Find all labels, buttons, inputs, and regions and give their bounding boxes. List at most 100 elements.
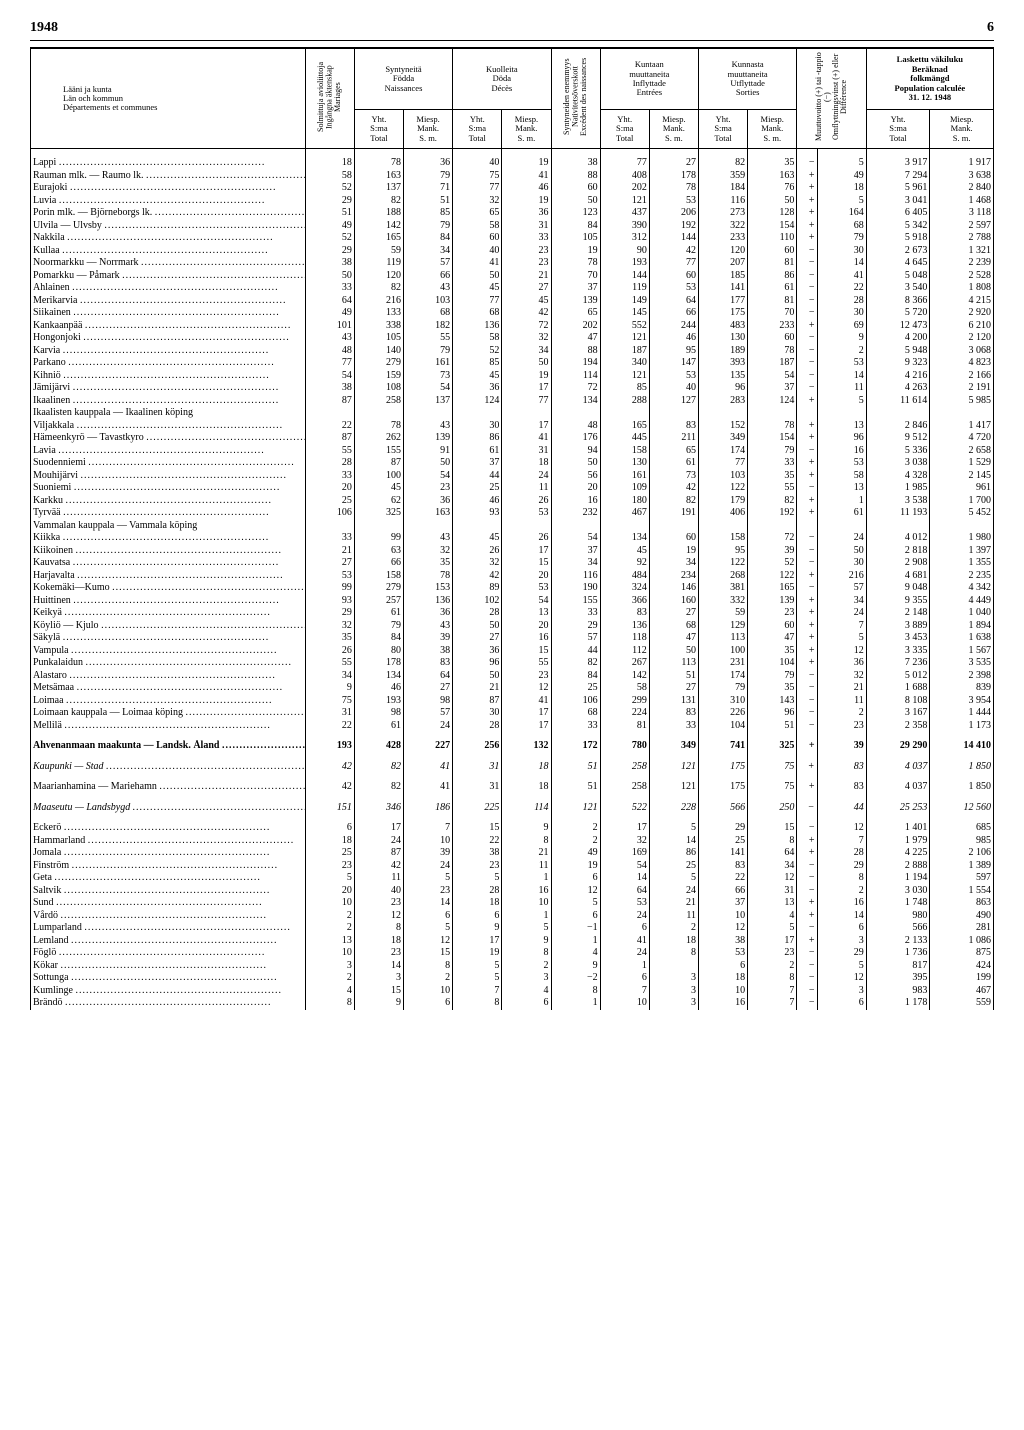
cell: 6 [305,822,354,835]
cell: 72 [502,320,551,333]
row-name: Pomarkku — Påmark [31,270,306,283]
cell: 4 645 [866,257,930,270]
cell: 23 [502,670,551,683]
cell: 127 [649,395,698,420]
col-deaths: Kuolleita Döda Décès [453,48,551,109]
cell: 4 200 [866,332,930,345]
row-name: Karvia [31,345,306,358]
table-row: Kumlinge 4151074873107−3983467 [31,985,994,998]
cell: 13 [817,482,866,495]
sub-miesp: Miesp. Mank. S. m. [502,109,551,149]
cell: 2 597 [930,220,994,233]
cell: 1 554 [930,885,994,898]
cell: + [797,657,817,670]
cell: 12 [502,682,551,695]
cell: 83 [698,860,747,873]
cell: 16 [698,997,747,1010]
cell: 11 614 [866,395,930,420]
table-row: Lappi 18783640193877278235−53 9171 917 [31,157,994,170]
row-name: Kokemäki—Kumo [31,582,306,595]
cell: 31 [453,761,502,774]
cell: 118 [600,632,649,645]
cell: 3 917 [866,157,930,170]
cell: 112 [600,645,649,658]
cell: 5 [453,872,502,885]
cell: 33 [305,282,354,295]
cell: 5 [453,960,502,973]
cell: 4 [748,910,797,923]
cell: 65 [551,307,600,320]
cell: 113 [649,657,698,670]
cell: 66 [698,885,747,898]
cell: 21 [453,682,502,695]
cell: 2 148 [866,607,930,620]
cell: 13 [305,935,354,948]
row-name: Karkku [31,495,306,508]
cell: 86 [453,432,502,445]
cell: − [797,670,817,683]
cell: 322 [698,220,747,233]
cell: 5 452 [930,507,994,532]
cell: 121 [600,195,649,208]
cell: 25 [649,860,698,873]
cell: 41 [404,761,453,774]
cell: − [797,345,817,358]
cell: 45 [600,545,649,558]
cell: 15 [453,822,502,835]
cell: 8 [817,872,866,885]
cell: 9 [354,997,403,1010]
row-name: Finström [31,860,306,873]
cell: 2 [817,707,866,720]
cell: 1 086 [930,935,994,948]
cell: 29 [817,947,866,960]
row-name: Harjavalta [31,570,306,583]
cell: 1 850 [930,781,994,794]
cell: 17 [502,720,551,733]
cell: 35 [748,682,797,695]
table-row: Eckerö 617715921752915−121 401685 [31,822,994,835]
row-name: Huittinen [31,595,306,608]
cell: 64 [649,295,698,308]
row-name: Metsämaa [31,682,306,695]
cell: 140 [354,345,403,358]
cell: 227 [404,740,453,753]
cell: 30 [817,557,866,570]
cell: 2 133 [866,935,930,948]
cell: 54 [600,860,649,873]
cell: 5 [404,872,453,885]
cell: 33 [649,720,698,733]
cell: 6 [698,960,747,973]
cell: 38 [551,157,600,170]
sub-miesp: Miesp. Mank. S. m. [930,109,994,149]
cell: 175 [698,781,747,794]
cell: 191 [649,507,698,532]
cell: 25 [551,682,600,695]
cell: 28 [453,885,502,898]
table-row: Parkano 772791618550194340147393187−539 … [31,357,994,370]
cell: + [797,897,817,910]
cell: 40 [649,382,698,395]
cell: 3 [354,972,403,985]
cell: 169 [600,847,649,860]
cell: 32 [502,332,551,345]
cell: 106 [551,695,600,708]
cell: 29 [551,620,600,633]
year: 1948 [30,20,58,36]
cell: 20 [502,620,551,633]
cell: 187 [600,345,649,358]
cell: 10 [305,947,354,960]
cell: 83 [404,657,453,670]
cell: 184 [698,182,747,195]
row-name: Luvia [31,195,306,208]
cell: 5 [748,922,797,935]
cell: 18 [354,935,403,948]
table-row: Kauvatsa 276635321534923412252−302 9081 … [31,557,994,570]
cell: 21 [817,682,866,695]
cell: 143 [748,695,797,708]
cell: 82 [698,157,747,170]
cell: 61 [649,457,698,470]
cell: + [797,910,817,923]
cell: 123 [551,207,600,220]
cell: 1 468 [930,195,994,208]
cell: 65 [453,207,502,220]
